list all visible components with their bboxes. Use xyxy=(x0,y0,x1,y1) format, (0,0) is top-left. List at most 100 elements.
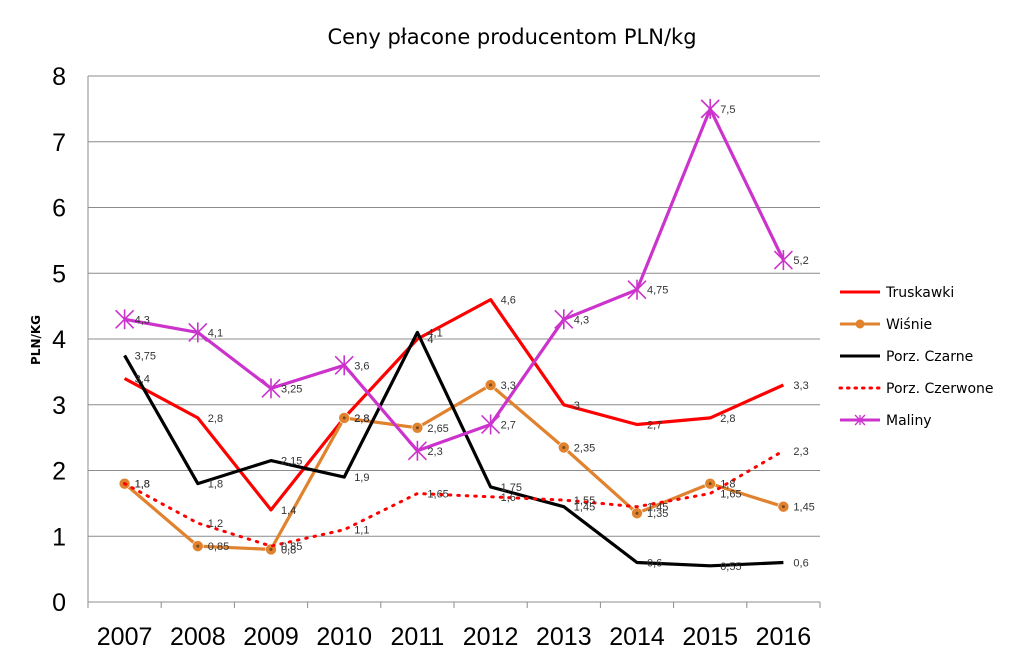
data-label: 1,35 xyxy=(647,508,668,520)
series-line xyxy=(123,330,784,568)
data-label: 1,8 xyxy=(720,479,735,491)
legend-label: Porz. Czarne xyxy=(886,349,973,365)
data-label: 2,35 xyxy=(574,442,595,454)
y-tick-label: 0 xyxy=(52,589,66,617)
data-label: 0,85 xyxy=(281,541,302,553)
data-label: 1,6 xyxy=(501,492,516,504)
data-label: 3,4 xyxy=(135,373,150,385)
data-label: 1,45 xyxy=(793,502,814,514)
x-tick-label: 2008 xyxy=(170,623,226,651)
y-tick-label: 4 xyxy=(52,326,66,354)
data-label: 1,65 xyxy=(427,489,448,501)
series-lines xyxy=(115,98,793,568)
data-label: 2,15 xyxy=(281,456,302,468)
series-porz-czarne xyxy=(123,330,784,568)
data-label: 1,2 xyxy=(208,518,223,530)
dot-marker-center xyxy=(415,426,419,430)
gridlines xyxy=(88,75,820,537)
dot-marker-center xyxy=(196,544,200,548)
legend-label: Truskawki xyxy=(885,285,954,301)
x-tick-label: 2013 xyxy=(536,623,592,651)
data-label: 1,9 xyxy=(354,472,369,484)
x-tick-label: 2009 xyxy=(243,623,299,651)
data-label: 1,8 xyxy=(135,479,150,491)
data-label: 4,6 xyxy=(501,295,516,307)
data-label: 1,1 xyxy=(354,525,369,537)
data-label: 1,4 xyxy=(281,505,296,517)
x-tick-label: 2014 xyxy=(609,623,665,651)
legend-marker xyxy=(855,319,865,329)
y-tick-label: 7 xyxy=(52,129,66,157)
legend-item: Porz. Czerwone xyxy=(838,381,994,397)
series-truskawki xyxy=(123,298,785,512)
legend-item: Wiśnie xyxy=(840,317,932,333)
dot-marker-center xyxy=(489,383,493,387)
legend-label: Wiśnie xyxy=(886,317,932,333)
y-tick-label: 3 xyxy=(52,392,66,420)
data-label: 4,1 xyxy=(208,327,223,339)
chart-title: Ceny płacone producentom PLN/kg xyxy=(327,25,696,49)
series-line xyxy=(124,107,785,453)
data-label: 3,3 xyxy=(793,380,808,392)
data-label: 2,8 xyxy=(720,413,735,425)
x-tick-label: 2010 xyxy=(316,623,372,651)
legend: Truskawki Wiśnie Porz. Czarne Porz. Czerwon… xyxy=(838,285,994,429)
data-labels: 3,42,81,42,844,632,72,83,31,80,85 0,82,82… xyxy=(135,104,815,573)
data-label: 2,65 xyxy=(427,423,448,435)
data-label: 2,8 xyxy=(354,413,369,425)
data-label: 3 xyxy=(574,400,580,412)
legend-item: Truskawki xyxy=(840,285,954,301)
data-label: 0,6 xyxy=(793,558,808,570)
data-label: 0,6 xyxy=(647,558,662,570)
legend-label: Maliny xyxy=(886,413,932,429)
dot-marker-center xyxy=(708,482,712,486)
data-label: 0,8 xyxy=(281,544,296,556)
dot-marker-center xyxy=(269,547,273,551)
data-label: 3,6 xyxy=(354,360,369,372)
x-tick-label: 2016 xyxy=(756,623,812,651)
data-label: 2,8 xyxy=(208,413,223,425)
data-label: 1,75 xyxy=(501,482,522,494)
data-label: 2,3 xyxy=(793,446,808,458)
data-label: 7,5 xyxy=(720,104,735,116)
axes: 0 1 2 3 4 5 6 7 8 2007 2008 2009 2010 2011 2012 2013 201… xyxy=(52,63,821,651)
data-label: 1,8 xyxy=(208,479,223,491)
y-tick-label: 8 xyxy=(52,63,66,91)
y-tick-label: 2 xyxy=(52,458,66,486)
series-porz-czerwone xyxy=(123,449,785,548)
data-label: 1,55 xyxy=(574,495,595,507)
data-label: 4,1 xyxy=(427,327,442,339)
legend-label: Porz. Czerwone xyxy=(886,381,994,397)
data-label: 4,3 xyxy=(574,314,589,326)
y-tick-label: 6 xyxy=(52,195,66,223)
dot-marker-center xyxy=(781,505,785,509)
data-label: 1,65 xyxy=(720,489,741,501)
data-label: 2,8 xyxy=(354,413,369,425)
x-tick-label: 2011 xyxy=(391,623,445,651)
data-label: 2,7 xyxy=(647,419,662,431)
data-label: 3,3 xyxy=(501,380,516,392)
series-maliny xyxy=(115,98,793,461)
data-label: 0,85 xyxy=(208,541,229,553)
data-label: 3,75 xyxy=(135,350,156,362)
data-label: 2,7 xyxy=(501,419,516,431)
data-label: 1,45 xyxy=(574,502,595,514)
data-label: 1,45 xyxy=(647,502,668,514)
series-line xyxy=(123,298,785,512)
data-label: 4,3 xyxy=(135,314,150,326)
x-tick-label: 2015 xyxy=(682,623,738,651)
legend-item: Maliny xyxy=(840,413,932,429)
data-label: 3,25 xyxy=(281,383,302,395)
dot-marker-center xyxy=(342,416,346,420)
data-label: 0,55 xyxy=(720,561,741,573)
data-label: 5,2 xyxy=(793,255,808,267)
x-tick-label: 2012 xyxy=(463,623,519,651)
data-label: 4,75 xyxy=(647,285,668,297)
legend-item: Porz. Czarne xyxy=(840,349,973,365)
y-tick-label: 5 xyxy=(52,260,66,288)
x-tick-label: 2007 xyxy=(97,623,153,651)
dot-marker-center xyxy=(635,511,639,515)
y-axis-label: PLN/KG xyxy=(29,315,43,365)
y-tick-label: 1 xyxy=(52,523,66,551)
